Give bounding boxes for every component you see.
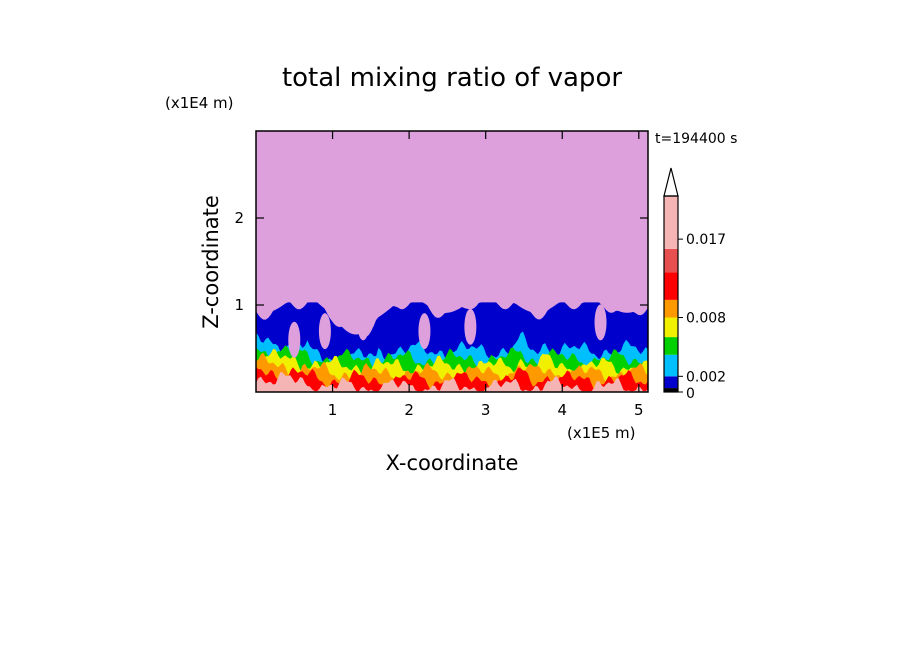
x-tick-label: 4 [557,401,567,419]
colorbar-label: 0.002 [686,369,726,385]
contour-band [318,313,331,350]
x-axis: 1 2 3 4 5 [328,131,644,419]
colorbar-label: 0.017 [686,232,726,248]
colorbar-segment [664,317,678,338]
colorbar-segment [664,354,678,377]
contour-band [594,304,607,341]
chart-title: total mixing ratio of vapor [282,63,622,93]
colorbar-segment [664,196,678,249]
colorbar-segment [664,388,678,392]
y-axis: 12 [234,209,648,314]
y-tick-label: 1 [234,296,244,314]
colorbar-segment [664,299,678,318]
time-label: t=194400 s [655,131,737,147]
x-tick-label: 5 [634,401,644,419]
plot-area [255,130,649,393]
colorbar-extend-arrow [663,167,679,197]
x-tick-label: 3 [481,401,491,419]
colorbar-segment [664,337,678,355]
y-tick-label: 2 [234,209,244,227]
contour-band [288,321,301,358]
x-unit-label: (x1E5 m) [567,424,636,442]
x-tick-label: 1 [328,401,338,419]
contour-band [357,304,370,341]
x-axis-label: X-coordinate [386,451,519,475]
colorbar-frame [663,195,679,393]
colorbar-segment [664,376,678,389]
colorbar-segment [664,272,678,300]
colorbar-label: 0.008 [686,311,726,327]
contour-band [256,371,648,392]
y-axis-label: Z-coordinate [199,195,223,329]
colorbar-segment [664,248,678,273]
contour-band [418,313,431,350]
colorbar: 00.002 0.008 0.017 [663,167,726,402]
plot-frame [255,130,649,393]
colorbar-label: 0 [686,386,695,402]
x-tick-label: 2 [404,401,414,419]
contour-band [464,308,477,345]
y-unit-label: (x1E4 m) [165,94,234,112]
